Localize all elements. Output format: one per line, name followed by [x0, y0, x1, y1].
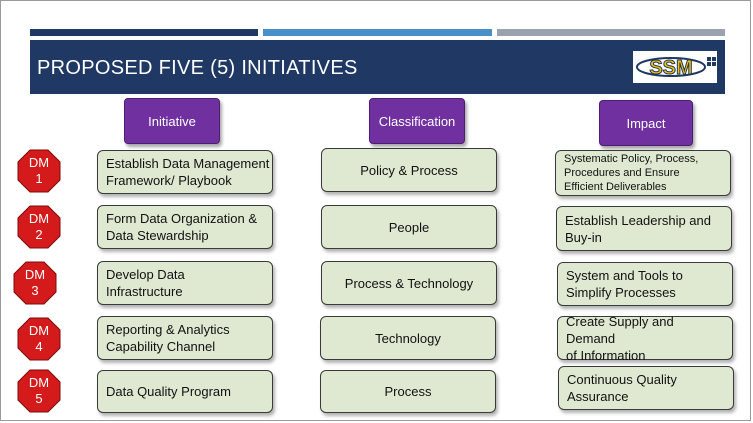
impact-line: Establish Leadership and — [565, 212, 711, 228]
dm-badge-number: 5 — [35, 391, 43, 406]
dm-badge-2: DM 2 — [17, 205, 61, 249]
initiative-line: Reporting & Analytics — [106, 322, 230, 337]
dm-badge-label: DM — [28, 155, 50, 170]
impact-line: Efficient Deliverables — [564, 181, 667, 193]
initiative-box-4: Reporting & Analytics Capability Channel — [97, 316, 273, 360]
classification-text: Policy & Process — [360, 162, 458, 178]
dm-badge-label: DM — [28, 323, 50, 338]
header-initiative: Initiative — [124, 98, 220, 144]
impact-box-4: Create Supply and Demand of Information — [557, 313, 733, 363]
initiative-line: Data Stewardship — [106, 228, 209, 243]
initiative-line: Develop Data — [106, 267, 185, 282]
header-impact: Impact — [599, 100, 693, 146]
header-impact-label: Impact — [626, 115, 666, 131]
octagon-badge-icon — [17, 369, 61, 413]
classification-box-5: Process — [320, 370, 496, 413]
dm-badge-5: DM 5 — [17, 369, 61, 413]
accent-bar-gray — [497, 29, 725, 36]
dm-badge-3: DM 3 — [13, 261, 57, 305]
accent-bar-navy — [30, 29, 258, 36]
title-bar: PROPOSED FIVE (5) INITIATIVES SSM — [30, 40, 725, 94]
classification-text: Process & Technology — [344, 275, 474, 291]
classification-box-4: Technology — [320, 316, 496, 360]
impact-line: Procedures and Ensure — [564, 167, 680, 179]
dm-badge-4: DM 4 — [17, 317, 61, 361]
classification-text: Process — [384, 384, 432, 399]
header-classification-label: Classification — [378, 113, 456, 129]
dm-badge-number: 2 — [35, 227, 43, 242]
initiative-line: Establish Data Management — [106, 156, 270, 171]
dm-badge-number: 1 — [35, 171, 43, 186]
octagon-badge-icon — [17, 205, 61, 249]
accent-bar-blue — [263, 29, 492, 36]
dm-badge-label: DM — [24, 267, 46, 282]
classification-box-1: Policy & Process — [321, 148, 497, 192]
impact-line: Create Supply and Demand — [566, 313, 674, 346]
impact-line: Assurance — [567, 389, 629, 404]
impact-line: Continuous Quality — [567, 372, 677, 387]
initiative-box-5: Data Quality Program — [97, 370, 273, 413]
impact-box-1: Systematic Policy, Process, Procedures a… — [555, 150, 731, 196]
dm-badge-1: DM 1 — [17, 149, 61, 193]
impact-line: Simplify Processes — [566, 285, 676, 300]
dm-badge-number: 4 — [35, 339, 43, 354]
ssm-logo: SSM — [633, 51, 717, 83]
slide-title: PROPOSED FIVE (5) INITIATIVES — [37, 57, 358, 79]
initiative-box-1: Establish Data Management Framework/ Pla… — [97, 150, 273, 194]
initiative-box-2: Form Data Organization & Data Stewardshi… — [97, 205, 273, 249]
octagon-badge-icon — [13, 261, 57, 305]
octagon-badge-icon — [17, 317, 61, 361]
dm-badge-label: DM — [28, 211, 50, 226]
dm-badge-number: 3 — [31, 283, 39, 298]
impact-line: Buy-in — [565, 229, 602, 245]
classification-text: People — [388, 219, 430, 235]
initiative-line: Capability Channel — [106, 339, 216, 354]
header-initiative-label: Initiative — [148, 113, 196, 129]
impact-box-3: System and Tools to Simplify Processes — [557, 262, 733, 306]
initiative-line: Form Data Organization & — [106, 211, 258, 226]
initiative-box-3: Develop Data Infrastructure — [97, 261, 273, 305]
classification-text: Technology — [375, 330, 441, 346]
octagon-badge-icon — [17, 149, 61, 193]
initiative-line: Framework/ Playbook — [106, 173, 232, 188]
svg-text:SSM: SSM — [649, 57, 692, 79]
dm-badge-label: DM — [28, 375, 50, 390]
header-classification: Classification — [369, 98, 465, 144]
impact-line: System and Tools to — [566, 268, 683, 283]
impact-line: of Information — [566, 347, 646, 363]
classification-box-2: People — [321, 205, 497, 249]
impact-line: Systematic Policy, Process, — [564, 153, 699, 165]
initiative-line: Data Quality Program — [106, 384, 231, 399]
initiative-line: Infrastructure — [106, 284, 183, 299]
impact-box-5: Continuous Quality Assurance — [558, 366, 734, 410]
classification-box-3: Process & Technology — [321, 261, 497, 305]
impact-box-2: Establish Leadership and Buy-in — [556, 206, 732, 251]
